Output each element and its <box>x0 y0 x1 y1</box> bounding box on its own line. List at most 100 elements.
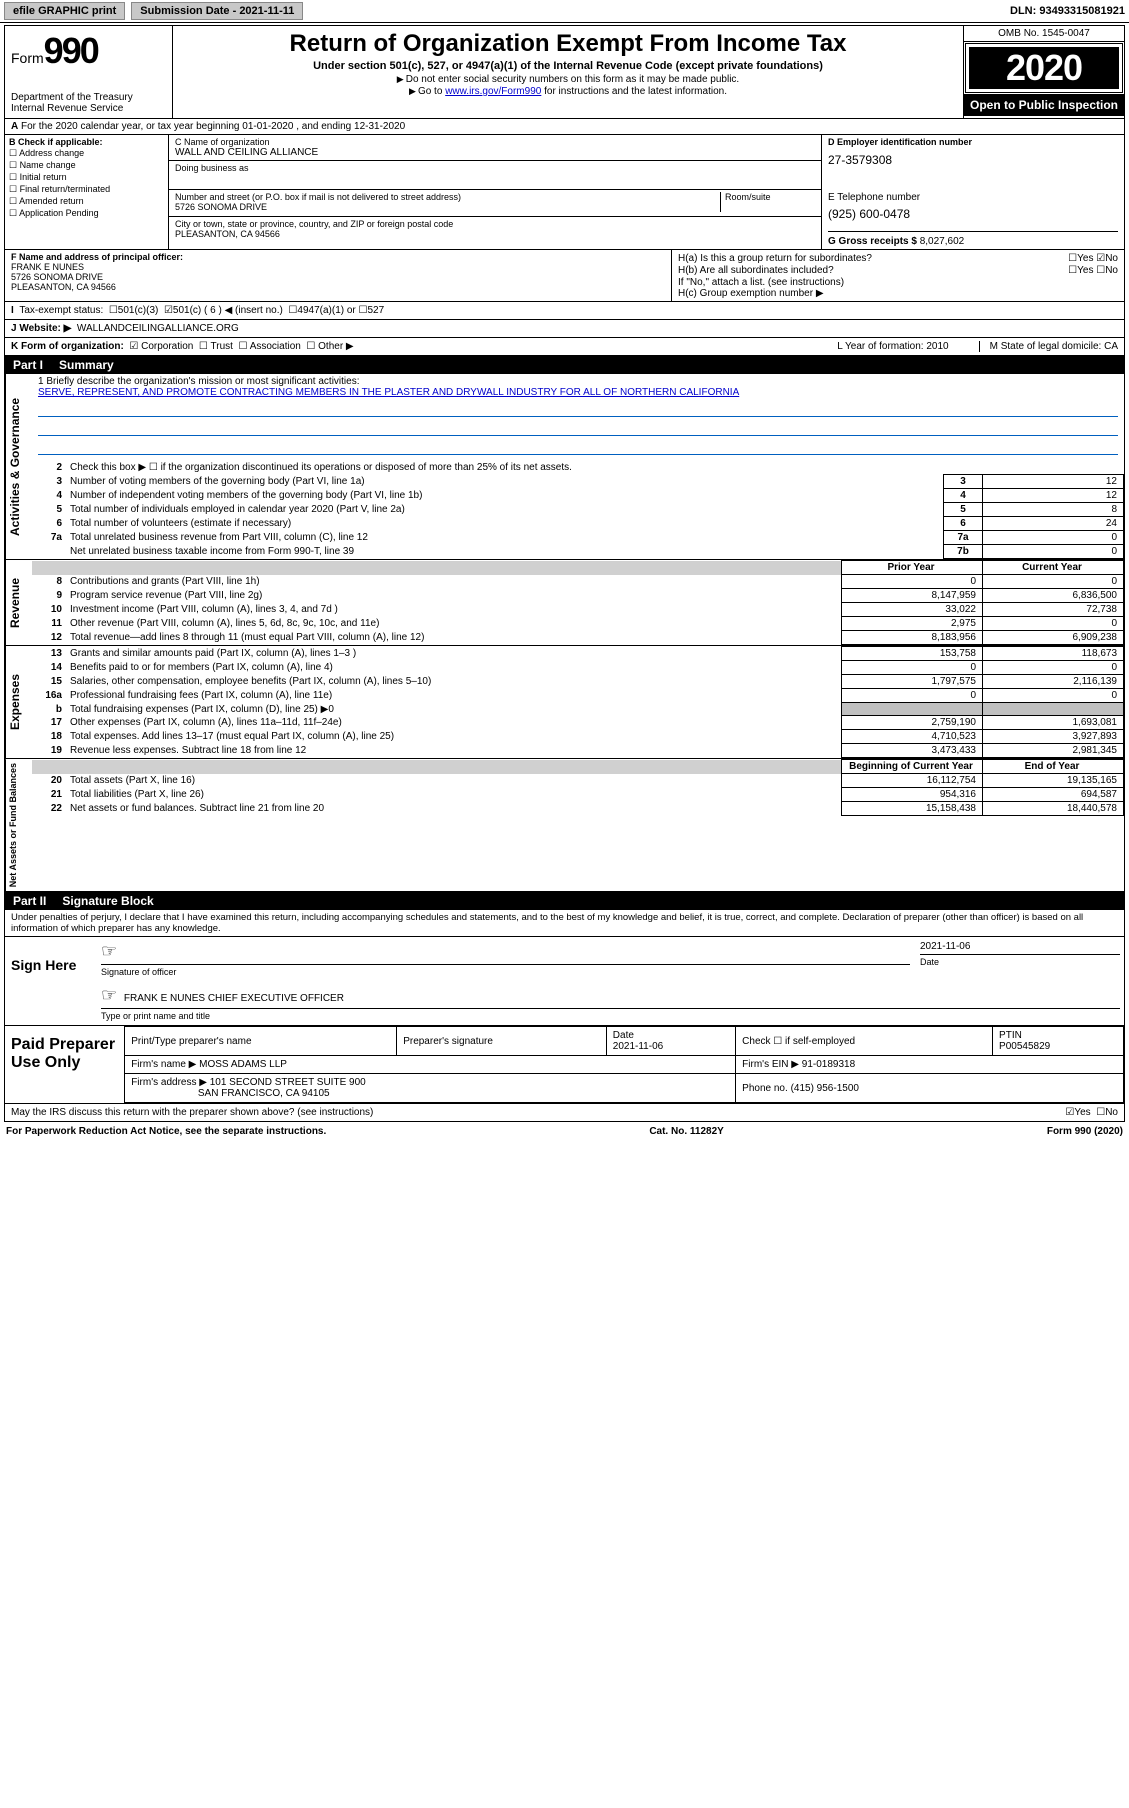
row-i-status: I Tax-exempt status: ☐ 501(c)(3) ☑ 501(c… <box>5 302 1124 320</box>
line8: Contributions and grants (Part VIII, lin… <box>66 575 842 589</box>
efile-print-button[interactable]: efile GRAPHIC print <box>4 2 125 20</box>
paid-h4[interactable]: Check ☐ if self-employed <box>736 1027 993 1056</box>
officer-printed-name: FRANK E NUNES CHIEF EXECUTIVE OFFICER <box>124 993 344 1004</box>
chk-app-pending[interactable]: ☐ Application Pending <box>9 208 164 219</box>
hc-label: H(c) Group exemption number ▶ <box>678 288 1118 299</box>
part1-label: Part I <box>13 358 43 372</box>
k-trust[interactable]: Trust <box>211 341 233 352</box>
footer-right: Form 990 (2020) <box>1047 1126 1123 1137</box>
line2: Check this box ▶ ☐ if the organization d… <box>66 461 1124 475</box>
col-c-through-g: C Name of organization WALL AND CEILING … <box>169 135 1124 249</box>
firm-label: Firm's name ▶ <box>131 1059 196 1070</box>
k-other[interactable]: Other ▶ <box>318 341 353 352</box>
firm-ein-label: Firm's EIN ▶ <box>742 1059 799 1070</box>
discuss-text: May the IRS discuss this return with the… <box>11 1107 373 1118</box>
vert-governance: Activities & Governance <box>5 374 32 559</box>
phone-value: (925) 600-0478 <box>828 207 1118 221</box>
room-label: Room/suite <box>721 192 815 212</box>
line14: Benefits paid to or for members (Part IX… <box>66 661 842 675</box>
na-hdr-curr: End of Year <box>983 760 1124 774</box>
row-k-form-org: K Form of organization: ☑ Corporation ☐ … <box>5 338 1124 356</box>
line16a: Professional fundraising fees (Part IX, … <box>66 689 842 703</box>
line13: Grants and similar amounts paid (Part IX… <box>66 647 842 661</box>
sign-here-label: Sign Here <box>5 937 97 1025</box>
discuss-no[interactable]: No <box>1105 1107 1118 1118</box>
c-label: C Name of organization <box>175 137 815 147</box>
firm-ein: 91-0189318 <box>802 1059 855 1070</box>
line5: Total number of individuals employed in … <box>66 503 944 517</box>
i-opt3[interactable]: 4947(a)(1) or <box>297 305 355 316</box>
na-hdr-prior: Beginning of Current Year <box>842 760 983 774</box>
k-assoc[interactable]: Association <box>250 341 301 352</box>
k-label: K Form of organization: <box>11 341 124 352</box>
period-text: For the 2020 calendar year, or tax year … <box>21 121 405 132</box>
discuss-row: May the IRS discuss this return with the… <box>5 1104 1124 1121</box>
sign-here-section: Sign Here ☞ Signature of officer 2021-11… <box>5 937 1124 1026</box>
h-note: If "No," attach a list. (see instruction… <box>678 277 1118 288</box>
submission-date-button[interactable]: Submission Date - 2021-11-11 <box>131 2 303 20</box>
k-corp[interactable]: Corporation <box>141 341 193 352</box>
pointer-icon: ☞ <box>101 941 117 961</box>
officer-addr1: 5726 SONOMA DRIVE <box>11 272 103 282</box>
ha-label: H(a) Is this a group return for subordin… <box>678 253 872 264</box>
firm-addr-label: Firm's address ▶ <box>131 1077 207 1088</box>
name-title-label: Type or print name and title <box>101 1011 1120 1021</box>
paid-h3: Date <box>613 1030 634 1041</box>
dln-label: DLN: 93493315081921 <box>1010 5 1125 17</box>
g-label: G Gross receipts $ <box>828 236 917 247</box>
website-value: WALLANDCEILINGALLIANCE.ORG <box>77 323 239 334</box>
line4: Number of independent voting members of … <box>66 489 944 503</box>
line4-val: 12 <box>983 489 1124 503</box>
header-right: OMB No. 1545-0047 2020 Open to Public In… <box>963 26 1124 118</box>
col-b-checkboxes: B Check if applicable: ☐ Address change … <box>5 135 169 249</box>
line6-val: 24 <box>983 517 1124 531</box>
part2-label: Part II <box>13 894 46 908</box>
expenses-table: 13Grants and similar amounts paid (Part … <box>32 646 1124 758</box>
mission-text: SERVE, REPRESENT, AND PROMOTE CONTRACTIN… <box>38 387 1118 398</box>
header-center: Return of Organization Exempt From Incom… <box>173 26 963 118</box>
footer: For Paperwork Reduction Act Notice, see … <box>0 1124 1129 1139</box>
ha-no: No <box>1105 253 1118 264</box>
form-header: Form990 Department of the Treasury Inter… <box>5 26 1124 119</box>
h-group: H(a) Is this a group return for subordin… <box>672 250 1124 301</box>
line3: Number of voting members of the governin… <box>66 475 944 489</box>
i-opt1[interactable]: 501(c)(3) <box>118 305 159 316</box>
irs-link[interactable]: www.irs.gov/Form990 <box>445 86 541 97</box>
chk-address-change[interactable]: ☐ Address change <box>9 148 164 159</box>
gov-table: 2Check this box ▶ ☐ if the organization … <box>32 461 1124 559</box>
ptin: P00545829 <box>999 1041 1050 1052</box>
addr-label: Number and street (or P.O. box if mail i… <box>175 192 716 202</box>
paid-date: 2021-11-06 <box>613 1041 663 1052</box>
irs-label: Internal Revenue Service <box>11 103 166 114</box>
chk-final-return[interactable]: ☐ Final return/terminated <box>9 184 164 195</box>
subtitle-2: Do not enter social security numbers on … <box>181 74 955 85</box>
d-label: D Employer identification number <box>828 137 1118 147</box>
f-label: F Name and address of principal officer: <box>11 252 183 262</box>
section-revenue: Revenue Prior YearCurrent Year 8Contribu… <box>5 560 1124 646</box>
penalties-text: Under penalties of perjury, I declare th… <box>5 910 1124 937</box>
goto-pre: Go to <box>418 86 445 97</box>
i-opt2[interactable]: 501(c) ( 6 ) ◀ (insert no.) <box>173 305 283 316</box>
line17: Other expenses (Part IX, column (A), lin… <box>66 716 842 730</box>
part2-title: Signature Block <box>62 894 153 908</box>
org-name: WALL AND CEILING ALLIANCE <box>175 147 815 158</box>
l-year: L Year of formation: 2010 <box>837 341 948 352</box>
section-b-through-g: B Check if applicable: ☐ Address change … <box>5 135 1124 250</box>
i-opt4[interactable]: 527 <box>368 305 385 316</box>
pointer-icon: ☞ <box>101 985 117 1005</box>
officer-name: FRANK E NUNES <box>11 262 84 272</box>
city-label: City or town, state or province, country… <box>175 219 815 229</box>
gross-receipts: 8,027,602 <box>920 236 965 247</box>
chk-initial-return[interactable]: ☐ Initial return <box>9 172 164 183</box>
chk-name-change[interactable]: ☐ Name change <box>9 160 164 171</box>
firm-name: MOSS ADAMS LLP <box>199 1059 287 1070</box>
f-officer: F Name and address of principal officer:… <box>5 250 672 301</box>
chk-amended-return[interactable]: ☐ Amended return <box>9 196 164 207</box>
sig-officer-label: Signature of officer <box>101 967 910 977</box>
e-label: E Telephone number <box>828 192 1118 203</box>
discuss-yes[interactable]: Yes <box>1074 1107 1090 1118</box>
line12: Total revenue—add lines 8 through 11 (mu… <box>66 631 842 645</box>
line11: Other revenue (Part VIII, column (A), li… <box>66 617 842 631</box>
section-governance: Activities & Governance 1 Briefly descri… <box>5 374 1124 560</box>
paid-table: Print/Type preparer's name Preparer's si… <box>124 1026 1124 1103</box>
